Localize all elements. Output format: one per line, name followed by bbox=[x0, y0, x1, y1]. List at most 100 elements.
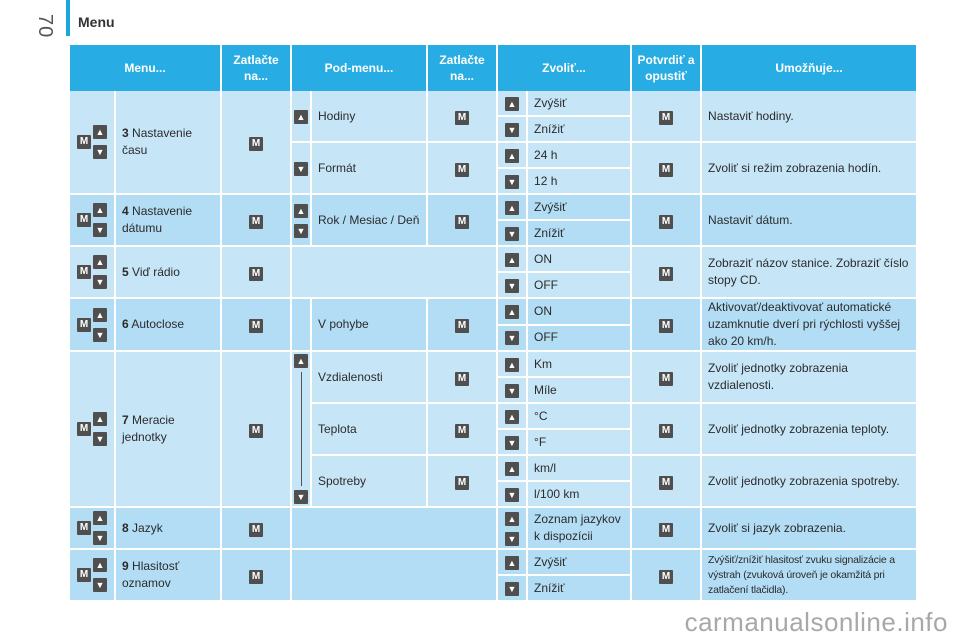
description: Aktivovať/deaktivovať automatické uzamkn… bbox=[702, 299, 917, 352]
table-row: ▼ OFF bbox=[70, 273, 916, 299]
m-button-icon: M bbox=[77, 568, 91, 582]
arrow-down-icon: ▼ bbox=[505, 122, 520, 137]
m-button-icon: M bbox=[659, 214, 674, 229]
m-button-icon: M bbox=[77, 213, 91, 227]
arrow-down-icon: ▼ bbox=[505, 581, 520, 596]
menu-item: 9 Hlasitosť oznamov bbox=[116, 550, 222, 602]
arrow-down-icon: ▼ bbox=[93, 432, 107, 446]
table-row: ▼ l/100 km bbox=[70, 482, 916, 508]
nav-buttons: M ▲ ▼ bbox=[70, 247, 116, 299]
option: Znížiť bbox=[528, 117, 633, 143]
arrow-down-icon: ▼ bbox=[93, 327, 107, 342]
header-select: Zvoliť... bbox=[498, 45, 633, 91]
m-button-icon: M bbox=[249, 136, 263, 151]
menu-item: 8 Jazyk bbox=[116, 508, 222, 550]
option: Zoznam jazykov k dispozícii bbox=[528, 508, 633, 550]
m-button-icon: M bbox=[659, 371, 674, 386]
description: Zvoliť jednotky zobrazenia spotreby. bbox=[702, 456, 917, 508]
arrow-up-icon: ▲ bbox=[93, 558, 107, 572]
arrow-down-icon: ▼ bbox=[505, 383, 520, 398]
arrow-down-icon: ▼ bbox=[505, 278, 520, 293]
option: °F bbox=[528, 430, 633, 456]
option: 24 h bbox=[528, 143, 633, 169]
option: km/l bbox=[528, 456, 633, 482]
option: Zvýšiť bbox=[528, 550, 633, 576]
option: °C bbox=[528, 404, 633, 430]
arrow-down-icon: ▼ bbox=[505, 226, 520, 241]
arrow-down-icon: ▼ bbox=[93, 531, 107, 545]
header-press-1: Zatlačte na... bbox=[222, 45, 292, 91]
header-submenu: Pod-menu... bbox=[292, 45, 429, 91]
submenu-item: Hodiny bbox=[312, 91, 429, 143]
m-button-icon: M bbox=[455, 475, 470, 490]
table-row: ▼ Míle bbox=[70, 378, 916, 404]
table-row: M ▲ ▼ 7 Meracie jednotky M ▲ ▼ Vzdialenos… bbox=[70, 352, 917, 508]
option: OFF bbox=[528, 325, 633, 352]
nav-buttons: M ▲ ▼ bbox=[70, 352, 116, 508]
arrow-up-icon: ▲ bbox=[505, 96, 520, 111]
m-button-icon: M bbox=[659, 475, 674, 490]
m-button-icon: M bbox=[77, 317, 91, 332]
option: Km bbox=[528, 352, 633, 378]
m-button-icon: M bbox=[249, 423, 263, 438]
arrow-down-icon: ▼ bbox=[93, 275, 107, 289]
arrow-up-icon: ▲ bbox=[505, 555, 520, 570]
option: Zvýšiť bbox=[528, 195, 633, 221]
description: Zvoliť jednotky zobrazenia vzdialenosti. bbox=[702, 352, 917, 404]
description: Zobraziť názov stanice. Zobraziť číslo s… bbox=[702, 247, 917, 299]
table-row: M ▲ ▼ 9 Hlasitosť oznamov M ▲ Zvýšiť M Zv… bbox=[70, 550, 917, 602]
table-row: ▼ Formát M ▲ 24 h M Zvoliť si režim zobr… bbox=[70, 143, 917, 195]
m-button-icon: M bbox=[249, 319, 263, 333]
submenu-item: Formát bbox=[312, 143, 429, 195]
menu-item: 5 Viď rádio bbox=[116, 247, 222, 299]
nav-buttons: M ▲ ▼ bbox=[70, 550, 116, 602]
m-button-icon: M bbox=[455, 319, 470, 333]
arrow-up-icon: ▲ bbox=[294, 204, 308, 218]
table-row: M ▲ ▼ 5 Viď rádio M ▲ ON M Zobraziť názov… bbox=[70, 247, 917, 299]
arrow-down-icon: ▼ bbox=[294, 224, 308, 238]
header-menu: Menu... bbox=[70, 45, 222, 91]
menu-item: 3 Nastavenie času bbox=[116, 91, 222, 195]
nav-buttons: M ▲ ▼ bbox=[70, 195, 116, 247]
description: Nastaviť hodiny. bbox=[702, 91, 917, 143]
arrow-up-icon: ▲ bbox=[93, 255, 107, 269]
option: l/100 km bbox=[528, 482, 633, 508]
arrow-down-icon: ▼ bbox=[93, 223, 107, 237]
option: ON bbox=[528, 299, 633, 326]
table-row: M ▲ ▼ 4 Nastavenie dátumu M ▲ ▼ Rok / Mesi… bbox=[70, 195, 917, 247]
m-button-icon: M bbox=[455, 162, 470, 177]
option: Míle bbox=[528, 378, 633, 404]
m-button-icon: M bbox=[659, 569, 674, 584]
m-button-icon: M bbox=[455, 214, 470, 229]
arrow-up-icon: ▲ bbox=[505, 409, 520, 424]
option: Znížiť bbox=[528, 221, 633, 247]
m-button-icon: M bbox=[659, 319, 674, 333]
menu-item: 7 Meracie jednotky bbox=[116, 352, 222, 508]
table-row: M ▲ ▼ 8 Jazyk M ▲ ▼ Zoznam jazykov k dispo… bbox=[70, 508, 917, 550]
table-header: Menu... Zatlačte na... Pod-menu... Zatla… bbox=[70, 45, 917, 91]
page-number: 70 bbox=[34, 14, 56, 39]
table-row: Spotreby M ▲ km/l M Zvoliť jednotky zobr… bbox=[70, 456, 917, 508]
table-row: ▼ 12 h bbox=[70, 169, 916, 195]
menu-item: 4 Nastavenie dátumu bbox=[116, 195, 222, 247]
nav-buttons: M ▲ ▼ bbox=[70, 299, 116, 352]
arrow-up-icon: ▲ bbox=[505, 461, 520, 476]
m-button-icon: M bbox=[249, 569, 263, 584]
arrow-up-icon: ▲ bbox=[505, 512, 520, 526]
description: Zvoliť si režim zobrazenia hodín. bbox=[702, 143, 917, 195]
arrow-up-icon: ▲ bbox=[294, 109, 308, 124]
arrow-down-icon: ▼ bbox=[93, 578, 107, 592]
option: Znížiť bbox=[528, 576, 633, 602]
table-row: M ▲ ▼ 3 Nastavenie času M ▲ Hodiny M ▲ Zv… bbox=[70, 91, 917, 195]
arrow-down-icon: ▼ bbox=[505, 331, 520, 346]
table-row: ▼ Znížiť bbox=[70, 117, 916, 143]
nav-buttons: M ▲ ▼ bbox=[70, 508, 116, 550]
m-button-icon: M bbox=[77, 521, 91, 535]
arrow-up-icon: ▲ bbox=[93, 307, 107, 322]
menu-item: 6 Autoclose bbox=[116, 299, 222, 352]
m-button-icon: M bbox=[249, 266, 263, 281]
submenu-item: V pohybe bbox=[312, 299, 429, 352]
m-button-icon: M bbox=[659, 110, 674, 125]
m-button-icon: M bbox=[249, 522, 263, 537]
table-row: ▼ OFF bbox=[70, 325, 916, 352]
